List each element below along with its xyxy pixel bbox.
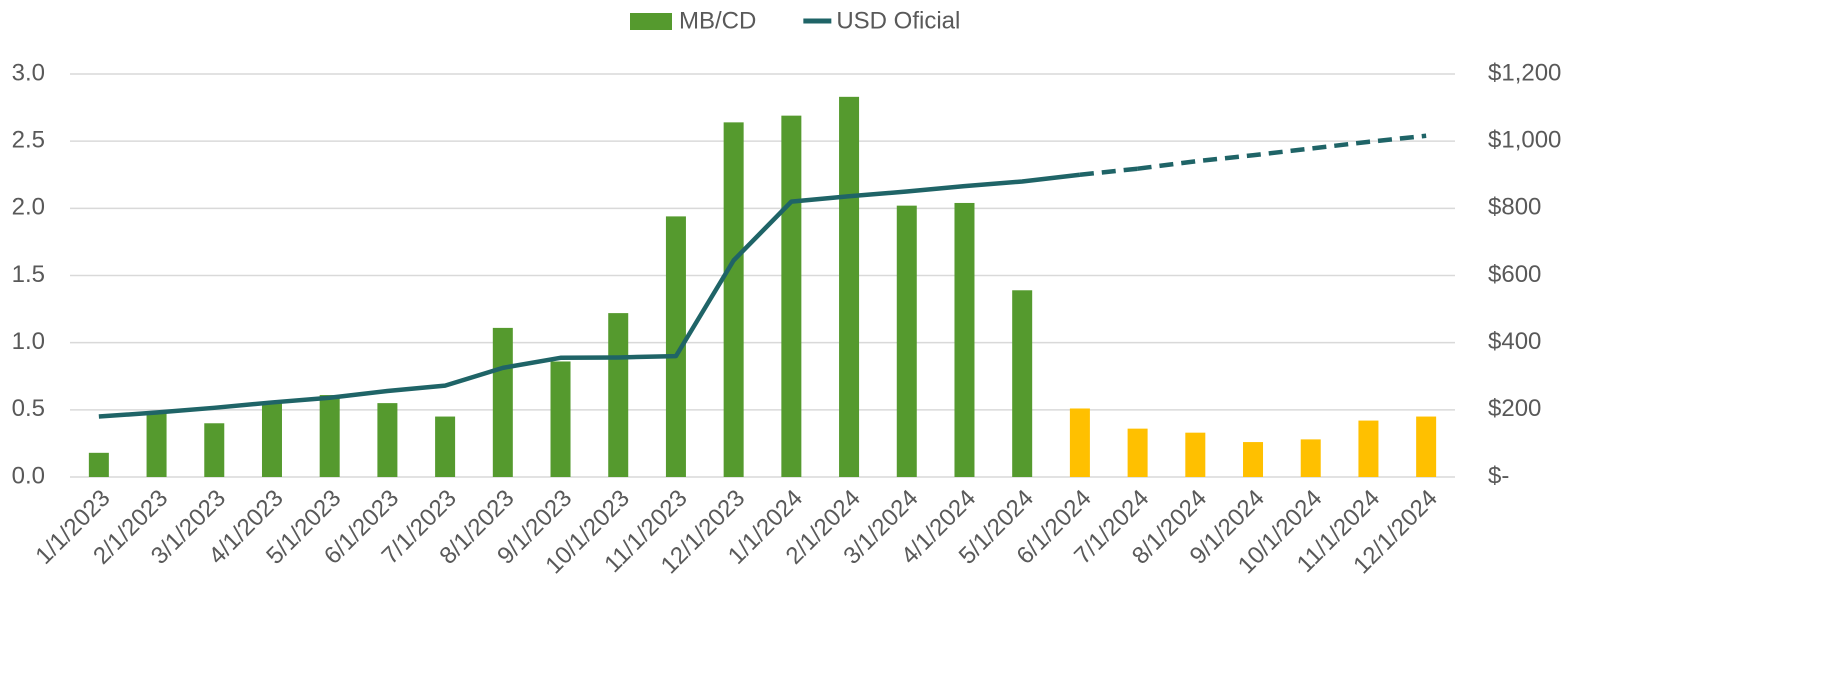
bar (1127, 428, 1148, 477)
bar (435, 416, 456, 477)
y-tick-label: 2.5 (12, 127, 45, 154)
bar (1185, 432, 1206, 477)
bar (1069, 408, 1090, 477)
y2-tick-label: $1,200 (1488, 59, 1561, 86)
y-tick-label: 0.5 (12, 395, 45, 422)
bar (954, 202, 975, 477)
bar (665, 216, 686, 478)
bar (1416, 416, 1437, 477)
bar (781, 115, 802, 477)
bar (319, 395, 340, 477)
bar (204, 423, 225, 477)
y2-tick-label: $600 (1488, 261, 1541, 288)
y2-tick-label: $200 (1488, 395, 1541, 422)
bar (608, 313, 629, 477)
y2-tick-label: $400 (1488, 328, 1541, 355)
bar (839, 96, 860, 477)
y-tick-label: 2.0 (12, 194, 45, 221)
bar (261, 403, 282, 477)
legend-label: USD Oficial (836, 7, 960, 34)
bar (492, 327, 513, 477)
bar (1012, 290, 1033, 477)
y2-tick-label: $800 (1488, 194, 1541, 221)
bar (896, 205, 917, 477)
bar (1358, 420, 1379, 477)
y2-tick-label: $- (1488, 462, 1509, 489)
legend-swatch (630, 13, 672, 30)
y-tick-label: 3.0 (12, 59, 45, 86)
line (98, 172, 1081, 419)
bar (377, 403, 398, 477)
legend-label: MB/CD (679, 7, 756, 34)
line (1137, 133, 1427, 171)
bar (146, 412, 167, 477)
line-connector (1079, 166, 1138, 177)
bar (1300, 439, 1321, 477)
bar (723, 122, 744, 478)
bar (550, 361, 571, 477)
y2-tick-label: $1,000 (1488, 127, 1561, 154)
bar (1243, 442, 1264, 477)
bar (88, 452, 109, 477)
y-tick-label: 0.0 (12, 462, 45, 489)
y-tick-label: 1.0 (12, 328, 45, 355)
y-tick-label: 1.5 (12, 261, 45, 288)
